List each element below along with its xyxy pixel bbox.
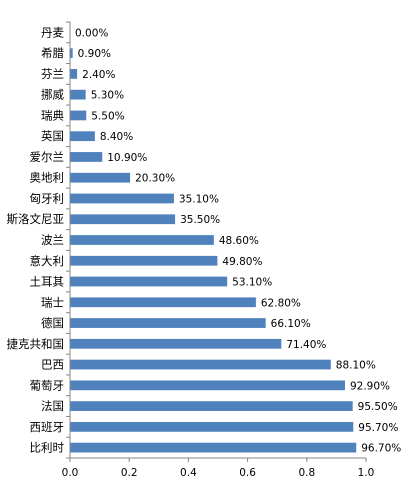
bar	[70, 318, 266, 328]
category-label: 法国	[41, 399, 64, 413]
category-label: 意大利	[30, 254, 65, 268]
category-label: 挪威	[41, 88, 64, 102]
data-label: 88.10%	[336, 360, 376, 372]
bar	[70, 214, 176, 225]
category-label: 英国	[41, 129, 64, 143]
bar	[70, 338, 282, 349]
bar	[70, 401, 353, 411]
category-label: 巴西	[41, 358, 64, 372]
data-label: 8.40%	[100, 131, 133, 143]
category-label: 丹麦	[41, 25, 64, 39]
category-label: 西班牙	[30, 420, 65, 434]
bar	[70, 276, 228, 287]
data-label: 35.10%	[179, 193, 219, 205]
bar	[70, 255, 218, 266]
data-label: 96.70%	[361, 443, 401, 455]
bar	[70, 235, 214, 245]
data-label: 5.50%	[91, 110, 124, 122]
data-label: 35.50%	[180, 214, 220, 226]
category-label: 葡萄牙	[30, 378, 65, 392]
data-label: 66.10%	[271, 318, 311, 330]
category-label: 芬兰	[41, 67, 64, 81]
category-label: 奥地利	[30, 171, 65, 185]
category-label: 捷克共和国	[7, 337, 65, 351]
category-label: 斯洛文尼亚	[7, 212, 65, 226]
bar	[70, 380, 345, 391]
data-label: 62.80%	[261, 297, 301, 309]
bar	[70, 193, 174, 204]
category-label: 瑞典	[41, 108, 64, 122]
x-tick-label: 0.6	[239, 467, 256, 479]
bar	[70, 359, 331, 370]
data-label: 95.50%	[358, 401, 398, 413]
data-label: 0.90%	[78, 48, 111, 60]
category-label: 爱尔兰	[30, 150, 65, 164]
bar	[70, 297, 256, 308]
bar	[70, 69, 78, 79]
data-label: 49.80%	[222, 256, 262, 268]
data-label: 10.90%	[107, 152, 147, 164]
data-label: 95.70%	[358, 422, 398, 434]
category-label: 土耳其	[30, 275, 65, 289]
data-label: 5.30%	[91, 90, 124, 102]
category-label: 德国	[41, 316, 64, 330]
x-tick-label: 0.8	[298, 467, 315, 479]
data-label: 92.90%	[350, 380, 390, 392]
bar	[70, 442, 357, 453]
bar	[70, 48, 73, 59]
data-label: 20.30%	[135, 173, 175, 185]
x-tick-label: 0.4	[180, 467, 197, 479]
data-label: 48.60%	[219, 235, 259, 247]
x-tick-label: 1.0	[358, 467, 375, 479]
bar	[70, 131, 95, 142]
category-label: 匈牙利	[30, 191, 65, 205]
bar	[70, 152, 103, 162]
category-label: 比利时	[30, 441, 65, 455]
category-label: 波兰	[41, 233, 64, 247]
data-label: 0.00%	[75, 27, 108, 39]
data-label: 2.40%	[82, 69, 115, 81]
data-label: 71.40%	[286, 339, 326, 351]
bar	[70, 172, 131, 183]
category-label: 希腊	[41, 46, 64, 60]
bar	[70, 421, 354, 432]
bar	[70, 89, 86, 100]
x-tick-label: 0.2	[121, 467, 138, 479]
data-label: 53.10%	[232, 277, 272, 289]
x-tick-label: 0.0	[62, 467, 79, 479]
category-label: 瑞士	[41, 295, 64, 309]
bar	[70, 110, 87, 121]
